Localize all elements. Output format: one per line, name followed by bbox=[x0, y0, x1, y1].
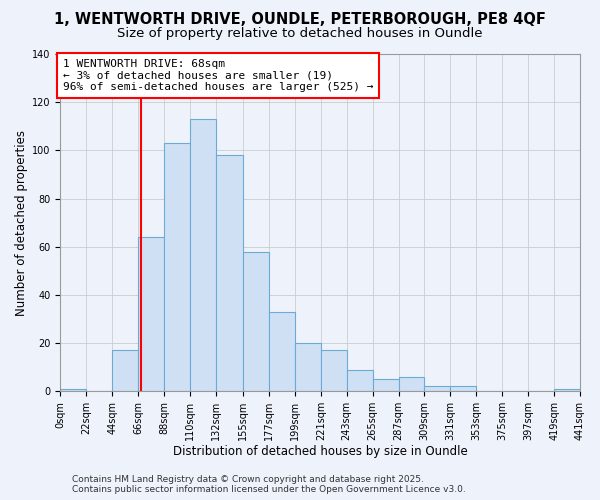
Text: 1 WENTWORTH DRIVE: 68sqm
← 3% of detached houses are smaller (19)
96% of semi-de: 1 WENTWORTH DRIVE: 68sqm ← 3% of detache… bbox=[63, 59, 373, 92]
Bar bbox=[112, 350, 138, 391]
Bar bbox=[138, 237, 164, 391]
Text: 1, WENTWORTH DRIVE, OUNDLE, PETERBOROUGH, PE8 4QF: 1, WENTWORTH DRIVE, OUNDLE, PETERBOROUGH… bbox=[54, 12, 546, 28]
Bar bbox=[398, 377, 424, 391]
Bar bbox=[216, 155, 243, 391]
Bar bbox=[61, 389, 86, 391]
Bar bbox=[164, 143, 190, 391]
Bar bbox=[269, 312, 295, 391]
Bar bbox=[373, 379, 398, 391]
X-axis label: Distribution of detached houses by size in Oundle: Distribution of detached houses by size … bbox=[173, 444, 467, 458]
Bar bbox=[190, 119, 216, 391]
Bar bbox=[295, 343, 321, 391]
Bar bbox=[243, 252, 269, 391]
Bar bbox=[347, 370, 373, 391]
Text: Size of property relative to detached houses in Oundle: Size of property relative to detached ho… bbox=[117, 28, 483, 40]
Bar bbox=[424, 386, 451, 391]
Bar bbox=[321, 350, 347, 391]
Bar bbox=[451, 386, 476, 391]
Y-axis label: Number of detached properties: Number of detached properties bbox=[15, 130, 28, 316]
Text: Contains HM Land Registry data © Crown copyright and database right 2025.
Contai: Contains HM Land Registry data © Crown c… bbox=[72, 474, 466, 494]
Bar bbox=[554, 389, 580, 391]
